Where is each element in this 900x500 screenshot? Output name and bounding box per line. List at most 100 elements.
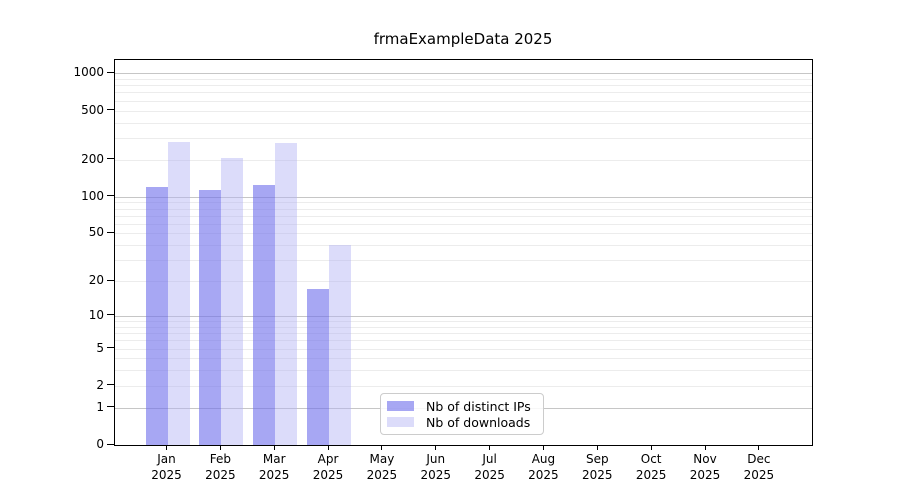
x-tick-mark [273,445,275,450]
x-tick-mark [489,445,491,450]
x-tick-mark [219,445,221,450]
y-tick-mark [107,71,114,73]
x-tick-month: Apr [317,452,339,466]
minor-gridline [115,245,812,247]
x-tick-month: Aug [531,452,556,466]
minor-gridline [115,137,812,139]
minor-gridline [115,92,812,94]
x-tick-mark [327,445,329,450]
minor-gridline [115,370,812,372]
bar-downloads-jan [167,142,190,445]
x-tick-label: Jul 2025 [454,451,526,483]
x-tick-label: Jan 2025 [131,451,203,483]
x-tick-year: 2025 [366,468,398,482]
bar-distinct-ips-feb [199,190,222,445]
y-tick-label: 2 [96,377,104,392]
x-tick-month: Feb [209,452,231,466]
x-tick-mark [166,445,167,450]
x-tick-year: 2025 [528,468,559,482]
major-gridline [115,196,812,198]
x-tick-year: 2025 [474,468,505,482]
y-tick-label: 20 [88,273,104,288]
x-tick-month: Jul [482,452,497,466]
major-gridline [115,73,812,75]
x-tick-year: 2025 [151,468,182,482]
y-tick-label: 200 [81,151,104,166]
bar-downloads-feb [221,158,244,445]
y-tick-mark [107,231,114,233]
y-tick-label: 1 [96,399,104,414]
x-tick-label: Mar 2025 [238,451,310,483]
minor-gridline [115,215,812,217]
x-tick-month: Oct [640,452,662,466]
minor-gridline [115,326,812,328]
legend-item-downloads: Nb of downloads [387,414,535,430]
x-tick-label: Jun 2025 [400,451,472,483]
minor-gridline [115,78,812,80]
x-tick-label: Oct 2025 [615,451,687,483]
x-tick-month: Dec [747,452,771,466]
minor-gridline [115,281,812,283]
y-tick-label: 10 [88,307,104,322]
y-tick-mark [107,314,114,316]
bar-distinct-ips-mar [253,184,276,445]
y-tick-label: 50 [88,225,104,240]
x-tick-month: Jan [157,452,176,466]
x-tick-mark [596,445,598,450]
y-tick-label: 100 [81,188,104,203]
minor-gridline [115,321,812,323]
x-tick-label: Aug 2025 [507,451,579,483]
minor-gridline [115,208,812,210]
y-tick-label: 0 [96,437,104,451]
x-tick-label: Nov 2025 [669,451,741,483]
bar-distinct-ips-apr [307,289,330,445]
major-gridline [115,315,812,317]
x-tick-year: 2025 [635,468,667,482]
minor-gridline [115,110,812,112]
x-tick-mark [758,445,760,450]
y-tick-mark [107,158,114,160]
minor-gridline [115,358,812,360]
y-tick-mark [107,406,114,408]
legend-label-distinct-ips: Nb of distinct IPs [426,398,531,414]
x-tick-year: 2025 [420,468,452,482]
x-tick-year: 2025 [582,468,613,482]
minor-gridline [115,260,812,262]
legend-swatch-downloads [387,417,414,427]
x-tick-month: Mar [262,452,286,466]
legend: Nb of distinct IPs Nb of downloads [380,393,544,435]
x-tick-label: May 2025 [346,451,418,483]
bar-distinct-ips-jan [145,186,168,445]
x-tick-month: Nov [693,452,717,466]
y-tick-mark [107,347,114,349]
minor-gridline [115,202,812,204]
y-tick-mark [107,443,114,445]
bar-downloads-apr [329,245,352,445]
x-tick-month: May [369,452,395,466]
legend-item-distinct-ips: Nb of distinct IPs [387,398,535,414]
x-tick-mark [704,445,706,450]
x-tick-label: Apr 2025 [292,451,364,483]
plot-area [114,59,813,446]
y-tick-mark [107,384,114,386]
x-tick-label: Feb 2025 [184,451,256,483]
minor-gridline [115,100,812,102]
minor-gridline [115,122,812,124]
minor-gridline [115,233,812,235]
x-tick-year: 2025 [205,468,236,482]
x-tick-mark [381,445,383,450]
minor-gridline [115,333,812,335]
x-tick-month: Sep [585,452,609,466]
chart-title: frmaExampleData 2025 [373,30,553,48]
minor-gridline [115,159,812,161]
x-tick-year: 2025 [312,468,344,482]
x-tick-mark [435,445,437,450]
x-tick-year: 2025 [743,468,775,482]
x-tick-month: Jun [426,452,446,466]
minor-gridline [115,85,812,87]
y-tick-label: 5 [96,340,104,355]
legend-swatch-distinct-ips [387,401,414,411]
minor-gridline [115,223,812,225]
y-tick-mark [107,109,114,111]
x-tick-label: Dec 2025 [723,451,795,483]
